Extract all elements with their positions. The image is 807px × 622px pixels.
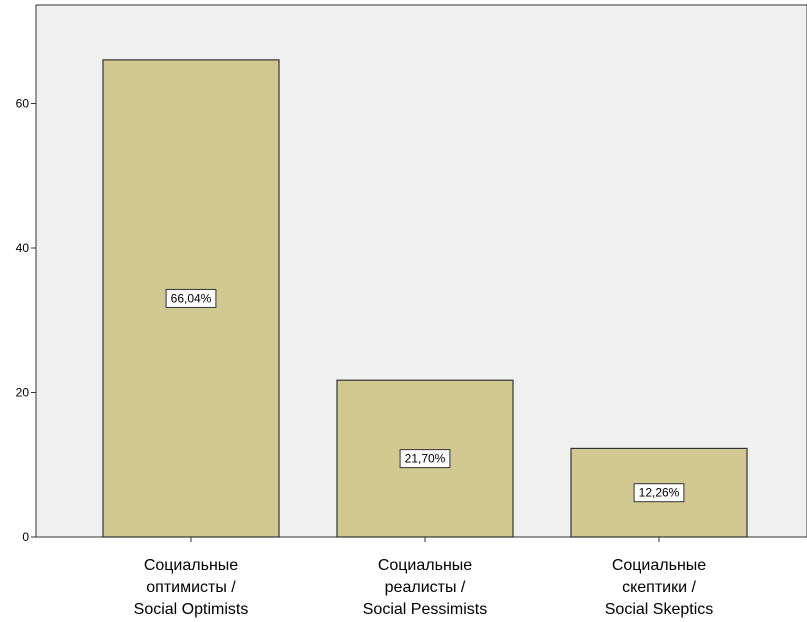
x-category-label: Социальные <box>144 557 238 574</box>
x-category-label: реалисты / <box>385 579 466 596</box>
data-label: 66,04% <box>171 291 212 305</box>
x-category-label: Social Optimists <box>134 601 249 618</box>
data-label-box <box>633 483 685 503</box>
data-label: 12,26% <box>639 486 680 500</box>
y-tick-label: 60 <box>16 97 30 111</box>
x-category-label: скептики / <box>622 579 696 596</box>
bars: 66,04% 21,70% 12,26% <box>102 59 748 538</box>
y-tick-label: 0 <box>22 530 29 544</box>
data-label-box <box>399 449 451 469</box>
x-category-label: Социальные <box>612 557 706 574</box>
y-tick-label: 40 <box>16 241 30 255</box>
data-label: 21,70% <box>405 452 446 466</box>
y-tick-label: 20 <box>16 386 30 400</box>
data-label-box <box>165 288 217 308</box>
x-category-label: Social Pessimists <box>363 601 487 618</box>
x-category-label: Социальные <box>378 557 472 574</box>
x-axis: Социальные оптимисты / Social Optimists Соц… <box>134 537 714 618</box>
y-axis: 0 20 40 60 <box>16 97 36 544</box>
x-category-label: оптимисты / <box>146 579 236 596</box>
x-category-label: Social Skeptics <box>605 601 714 618</box>
